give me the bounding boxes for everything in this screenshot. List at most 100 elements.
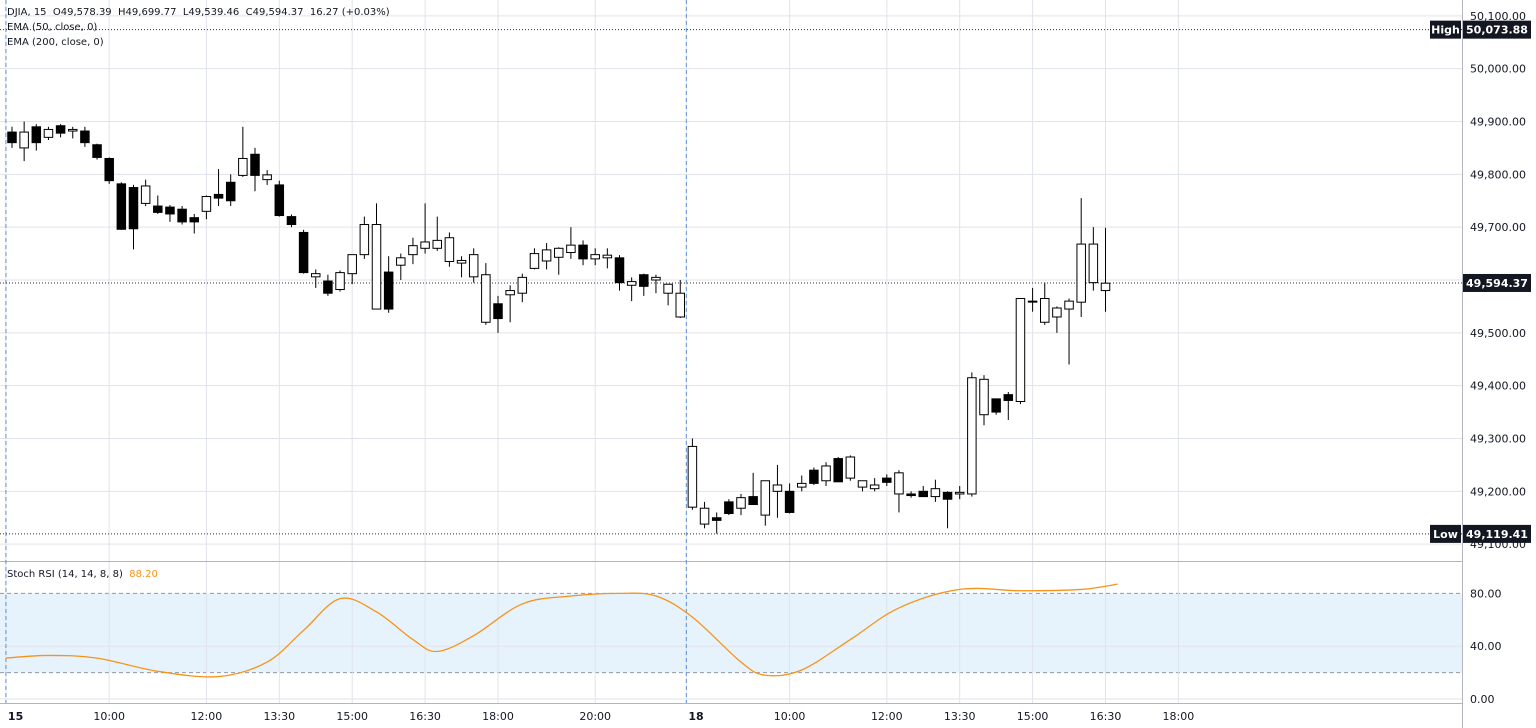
candle [19, 121, 29, 162]
candle-body [371, 224, 382, 310]
low-tag-label: Low [1433, 528, 1458, 541]
candle [663, 283, 673, 306]
candle-body [639, 274, 649, 287]
candle-body [918, 490, 928, 498]
candle-body [153, 205, 163, 213]
candle [845, 455, 856, 481]
ema50-legend[interactable]: EMA (50, close, 0) [7, 22, 98, 33]
candle-body [359, 224, 370, 256]
low-tag-label-bg [1430, 524, 1461, 543]
time-tick-label: 15 [8, 710, 23, 723]
time-tick-label: 10:00 [93, 710, 125, 723]
candle [930, 479, 941, 502]
candle [918, 486, 928, 498]
candle-body [55, 125, 66, 134]
candle [201, 195, 212, 220]
candle-body [784, 490, 795, 513]
candle-body [699, 507, 710, 525]
candle-body [760, 480, 771, 516]
last-price-tag-value: 49,594.37 [1466, 277, 1528, 290]
rsi-tick-label: 40.00 [1470, 640, 1502, 653]
stoch-rsi-legend[interactable]: Stoch RSI (14, 14, 8, 8) 88.20 [7, 568, 158, 581]
candle [128, 184, 139, 250]
candle-body [1064, 300, 1074, 310]
candle [7, 126, 17, 148]
candle-body [116, 183, 127, 230]
candle-body [286, 216, 297, 226]
candle-body [687, 445, 698, 508]
price-tick-label: 49,800.00 [1470, 168, 1526, 181]
price-tick-label: 49,500.00 [1470, 327, 1526, 340]
low-tag: Low 49,119.41 [1430, 524, 1531, 543]
legend-interval: 15 [33, 7, 47, 18]
candle-body [225, 181, 236, 202]
ema200-legend[interactable]: EMA (200, close, 0) [7, 37, 104, 48]
candle-body [954, 491, 965, 495]
time-tick-label: 10:00 [774, 710, 806, 723]
last-price-tag-value-bg [1463, 273, 1531, 292]
candle [298, 229, 309, 274]
candle [724, 499, 734, 516]
candle [821, 462, 831, 487]
candle-body [444, 237, 455, 263]
candle-body [7, 131, 17, 144]
candle-body [736, 497, 746, 509]
candle [1003, 392, 1014, 420]
time-tick-label: 18 [688, 710, 703, 723]
candle-body [1027, 300, 1038, 303]
candle [1040, 282, 1050, 325]
candle [359, 216, 370, 259]
candle-body [724, 501, 734, 515]
candle-body [578, 244, 588, 260]
price-tags-group: High 50,073.88 Low 49,119.41 49,594.37 [1430, 20, 1531, 543]
candle-body [626, 281, 637, 286]
day-separator-group [5, 0, 687, 703]
candle-body [19, 131, 29, 149]
stoch-rsi-group [5, 583, 1118, 678]
candle [1088, 227, 1099, 291]
legend-open: O49,578.39 [52, 7, 112, 18]
candle [116, 182, 127, 230]
time-tick-label: 18:00 [1163, 710, 1195, 723]
candle [432, 216, 442, 251]
candle-body [1052, 307, 1062, 318]
candle-body [541, 249, 552, 262]
candle-body [201, 196, 212, 212]
price-tick-label: 49,700.00 [1470, 221, 1526, 234]
candle-body [614, 257, 625, 284]
candle-body [165, 206, 175, 215]
price-tick-label: 50,100.00 [1470, 10, 1526, 23]
main-legend: DJIA, 15 O49,578.39 H49,699.77 L49,539.4… [7, 7, 390, 18]
candle-body [809, 469, 819, 484]
candle-body [894, 472, 904, 495]
candles-group [7, 121, 1111, 534]
candle-body [347, 254, 357, 275]
candle-body [748, 496, 758, 506]
candle [687, 438, 698, 510]
candle [238, 126, 248, 177]
high-tag: High 50,073.88 [1430, 20, 1531, 39]
candle [396, 253, 406, 280]
candle [566, 227, 576, 259]
candle [942, 491, 953, 529]
candle-body [772, 484, 783, 492]
candle [55, 124, 66, 138]
candle-body [517, 276, 528, 294]
rsi-tick-label: 80.00 [1470, 587, 1502, 600]
candle-body [554, 247, 564, 258]
candle-body [663, 283, 673, 294]
stoch-rsi-band-group [0, 593, 1462, 673]
candle [651, 274, 661, 294]
candle-body [323, 280, 333, 294]
candle [554, 247, 564, 275]
candle [505, 285, 515, 323]
candle [979, 375, 989, 426]
candle [954, 486, 965, 500]
candle-body [383, 271, 394, 310]
candle [456, 256, 467, 278]
candle [529, 248, 540, 270]
candle-body [821, 465, 831, 482]
candle-body [128, 187, 139, 230]
candle-body [43, 128, 54, 138]
